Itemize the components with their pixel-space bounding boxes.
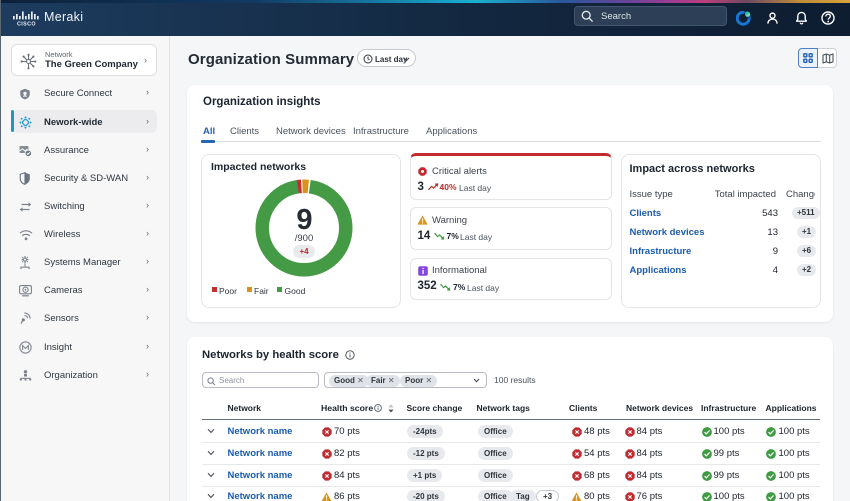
svg-text:CISCO: CISCO [17,22,36,27]
